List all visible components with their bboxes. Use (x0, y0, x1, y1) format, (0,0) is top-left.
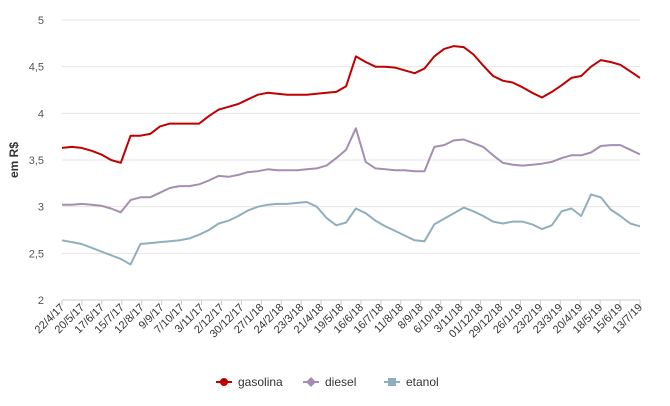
legend-item-diesel[interactable]: diesel (303, 375, 356, 389)
y-axis: 2 2,5 3 3,5 4 4,5 5 (29, 15, 44, 307)
legend[interactable]: gasolina diesel etanol (216, 375, 439, 389)
gasolina-line (61, 45, 641, 164)
etanol-line (61, 193, 641, 266)
diamond-marker-icon (306, 377, 316, 387)
diesel-line (62, 127, 641, 214)
legend-label: gasolina (238, 375, 283, 389)
y-tick-label: 4 (38, 108, 44, 120)
legend-item-gasolina[interactable]: gasolina (216, 375, 283, 389)
gridlines (62, 19, 640, 301)
series (61, 45, 641, 266)
legend-label: diesel (325, 375, 356, 389)
legend-label: etanol (406, 375, 439, 389)
x-axis: 22/4/1720/5/1717/6/1715/7/1712/8/179/9/1… (33, 299, 645, 340)
y-tick-label: 5 (38, 15, 44, 27)
square-marker-icon (388, 378, 396, 386)
y-axis-label: em R$ (7, 142, 21, 178)
y-tick-label: 2,5 (29, 248, 44, 260)
y-tick-label: 3,5 (29, 155, 44, 167)
y-tick-label: 2 (38, 295, 44, 307)
legend-item-etanol[interactable]: etanol (384, 375, 439, 389)
circle-marker-icon (220, 378, 228, 386)
y-tick-label: 3 (38, 202, 44, 214)
y-tick-label: 4,5 (29, 62, 44, 74)
